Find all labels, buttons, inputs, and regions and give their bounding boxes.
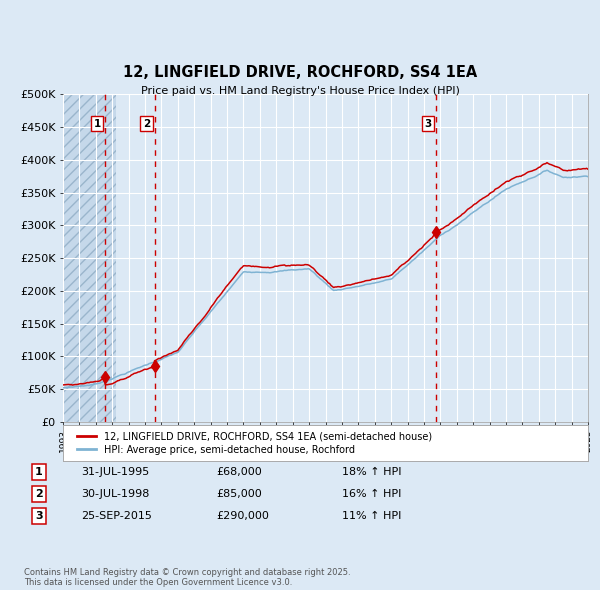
- Text: Contains HM Land Registry data © Crown copyright and database right 2025.
This d: Contains HM Land Registry data © Crown c…: [24, 568, 350, 587]
- Text: 16% ↑ HPI: 16% ↑ HPI: [342, 489, 401, 499]
- Text: £68,000: £68,000: [216, 467, 262, 477]
- Text: 30-JUL-1998: 30-JUL-1998: [81, 489, 149, 499]
- Text: 2: 2: [143, 119, 150, 129]
- Text: 3: 3: [424, 119, 431, 129]
- Text: Price paid vs. HM Land Registry's House Price Index (HPI): Price paid vs. HM Land Registry's House …: [140, 86, 460, 96]
- Legend: 12, LINGFIELD DRIVE, ROCHFORD, SS4 1EA (semi-detached house), HPI: Average price: 12, LINGFIELD DRIVE, ROCHFORD, SS4 1EA (…: [73, 427, 436, 459]
- Bar: [63, 94, 116, 422]
- Text: 25-SEP-2015: 25-SEP-2015: [81, 511, 152, 520]
- Text: 2: 2: [35, 489, 43, 499]
- Text: 3: 3: [35, 511, 43, 520]
- Text: 31-JUL-1995: 31-JUL-1995: [81, 467, 149, 477]
- Text: 11% ↑ HPI: 11% ↑ HPI: [342, 511, 401, 520]
- Text: £85,000: £85,000: [216, 489, 262, 499]
- Text: 12, LINGFIELD DRIVE, ROCHFORD, SS4 1EA: 12, LINGFIELD DRIVE, ROCHFORD, SS4 1EA: [123, 65, 477, 80]
- Text: 18% ↑ HPI: 18% ↑ HPI: [342, 467, 401, 477]
- Text: 1: 1: [35, 467, 43, 477]
- Text: £290,000: £290,000: [216, 511, 269, 520]
- Text: 1: 1: [94, 119, 101, 129]
